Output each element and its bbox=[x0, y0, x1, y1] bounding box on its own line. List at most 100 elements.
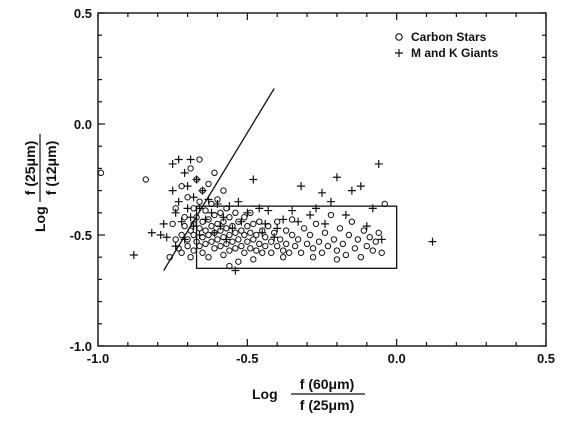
carbon-star-point bbox=[259, 249, 266, 256]
carbon-star-point bbox=[285, 249, 293, 256]
m-k-giant-point bbox=[189, 193, 198, 202]
m-k-giant-point bbox=[288, 206, 297, 215]
carbon-star-point bbox=[354, 236, 362, 243]
carbon-star-point bbox=[345, 231, 353, 239]
carbon-star-point bbox=[303, 240, 311, 248]
carbon-star-point bbox=[178, 182, 185, 190]
m-k-giant-point bbox=[234, 197, 243, 206]
carbon-star-point bbox=[250, 256, 257, 263]
carbon-star-point bbox=[372, 238, 379, 245]
m-k-giant-point bbox=[237, 217, 246, 226]
m-k-giant-point bbox=[368, 204, 377, 213]
legend-label-m-and-k-giants: M and K Giants bbox=[411, 46, 499, 60]
m-k-giant-point bbox=[326, 197, 335, 206]
m-k-giant-point bbox=[186, 213, 195, 222]
m-k-giant-point bbox=[189, 222, 198, 231]
m-k-giant-point bbox=[270, 233, 279, 242]
carbon-star-point bbox=[360, 227, 368, 234]
m-k-giant-point bbox=[204, 195, 213, 204]
carbon-star-point bbox=[348, 218, 356, 225]
carbon-star-point bbox=[268, 249, 275, 256]
m-k-giant-point bbox=[195, 204, 204, 213]
carbon-star-point bbox=[268, 238, 275, 245]
carbon-star-point bbox=[169, 220, 176, 228]
carbon-star-point bbox=[300, 225, 308, 232]
x-axis-label-denominator: f (25μm) bbox=[300, 397, 354, 413]
carbon-star-point bbox=[312, 220, 320, 228]
m-k-giant-point bbox=[264, 206, 273, 215]
y-tick-label: -1.0 bbox=[70, 339, 92, 354]
m-k-giant-point bbox=[231, 266, 240, 275]
carbon-star-point bbox=[202, 227, 209, 234]
carbon-star-point bbox=[274, 218, 281, 225]
legend-plus-marker bbox=[395, 49, 403, 57]
m-k-giant-point bbox=[374, 159, 383, 168]
m-k-giant-point bbox=[159, 219, 168, 228]
carbon-star-point bbox=[181, 214, 188, 221]
m-k-giant-point bbox=[156, 231, 165, 239]
legend-circle-marker bbox=[395, 33, 403, 41]
carbon-star-point bbox=[97, 169, 105, 177]
carbon-star-point bbox=[297, 249, 305, 256]
carbon-star-point bbox=[205, 231, 212, 239]
data-points bbox=[97, 155, 437, 275]
selection-box bbox=[195, 205, 398, 269]
m-k-giant-point bbox=[312, 204, 321, 213]
carbon-star-point bbox=[178, 231, 185, 239]
carbon-star-point bbox=[178, 249, 185, 256]
carbon-star-point bbox=[378, 249, 385, 256]
m-k-giant-point bbox=[201, 215, 210, 224]
carbon-star-point bbox=[256, 240, 263, 248]
y-axis-label-prefix: Log bbox=[32, 206, 48, 232]
m-k-giant-point bbox=[228, 224, 237, 233]
m-k-giant-point bbox=[261, 219, 270, 228]
m-k-giant-point bbox=[297, 182, 306, 191]
carbon-star-point bbox=[291, 242, 299, 250]
carbon-star-point bbox=[190, 205, 197, 212]
m-k-giant-point bbox=[195, 231, 204, 239]
m-k-giant-point bbox=[219, 213, 228, 222]
carbon-star-point bbox=[226, 262, 233, 270]
carbon-star-point bbox=[253, 231, 260, 239]
carbon-star-point bbox=[196, 242, 203, 250]
m-k-giant-point bbox=[222, 235, 231, 244]
carbon-star-point bbox=[235, 258, 242, 265]
carbon-star-point bbox=[244, 222, 251, 230]
carbon-star-point bbox=[190, 247, 197, 254]
m-k-giant-point bbox=[362, 222, 371, 231]
m-k-giant-point bbox=[294, 217, 303, 226]
carbon-star-point bbox=[327, 211, 335, 219]
m-k-giant-point bbox=[279, 215, 288, 224]
carbon-star-point bbox=[262, 242, 269, 250]
carbon-star-point bbox=[232, 229, 239, 236]
x-tick-labels: -1.0 -0.5 0.0 0.5 bbox=[87, 351, 555, 366]
carbon-star-point bbox=[184, 194, 191, 201]
carbon-star-point bbox=[184, 242, 191, 250]
carbon-star-point bbox=[381, 200, 388, 208]
dividing-line bbox=[163, 88, 275, 271]
carbon-star-point bbox=[282, 240, 290, 248]
m-k-giant-point bbox=[428, 237, 437, 246]
carbon-star-point bbox=[250, 220, 257, 228]
carbon-star-point bbox=[205, 180, 212, 188]
carbon-star-point bbox=[241, 249, 248, 256]
m-k-giant-point bbox=[177, 217, 186, 226]
carbon-star-point bbox=[247, 229, 254, 236]
m-k-giant-point bbox=[183, 182, 192, 191]
m-k-giant-point bbox=[213, 199, 222, 208]
carbon-star-point bbox=[342, 251, 350, 259]
carbon-star-point bbox=[196, 225, 203, 232]
carbon-star-point bbox=[232, 245, 239, 252]
m-k-giant-point bbox=[207, 208, 216, 217]
m-k-giant-point bbox=[249, 175, 258, 184]
carbon-star-point bbox=[279, 247, 287, 254]
carbon-star-point bbox=[294, 236, 302, 243]
carbon-star-point bbox=[282, 227, 290, 234]
carbon-star-point bbox=[235, 236, 242, 243]
carbon-star-point bbox=[223, 225, 230, 232]
m-k-giant-point bbox=[174, 197, 183, 206]
m-k-giant-point bbox=[216, 222, 225, 231]
x-axis-label-prefix: Log bbox=[252, 386, 278, 402]
legend-label-carbon-stars: Carbon Stars bbox=[411, 30, 487, 44]
y-axis-label-denominator: f (12μm) bbox=[43, 141, 59, 195]
